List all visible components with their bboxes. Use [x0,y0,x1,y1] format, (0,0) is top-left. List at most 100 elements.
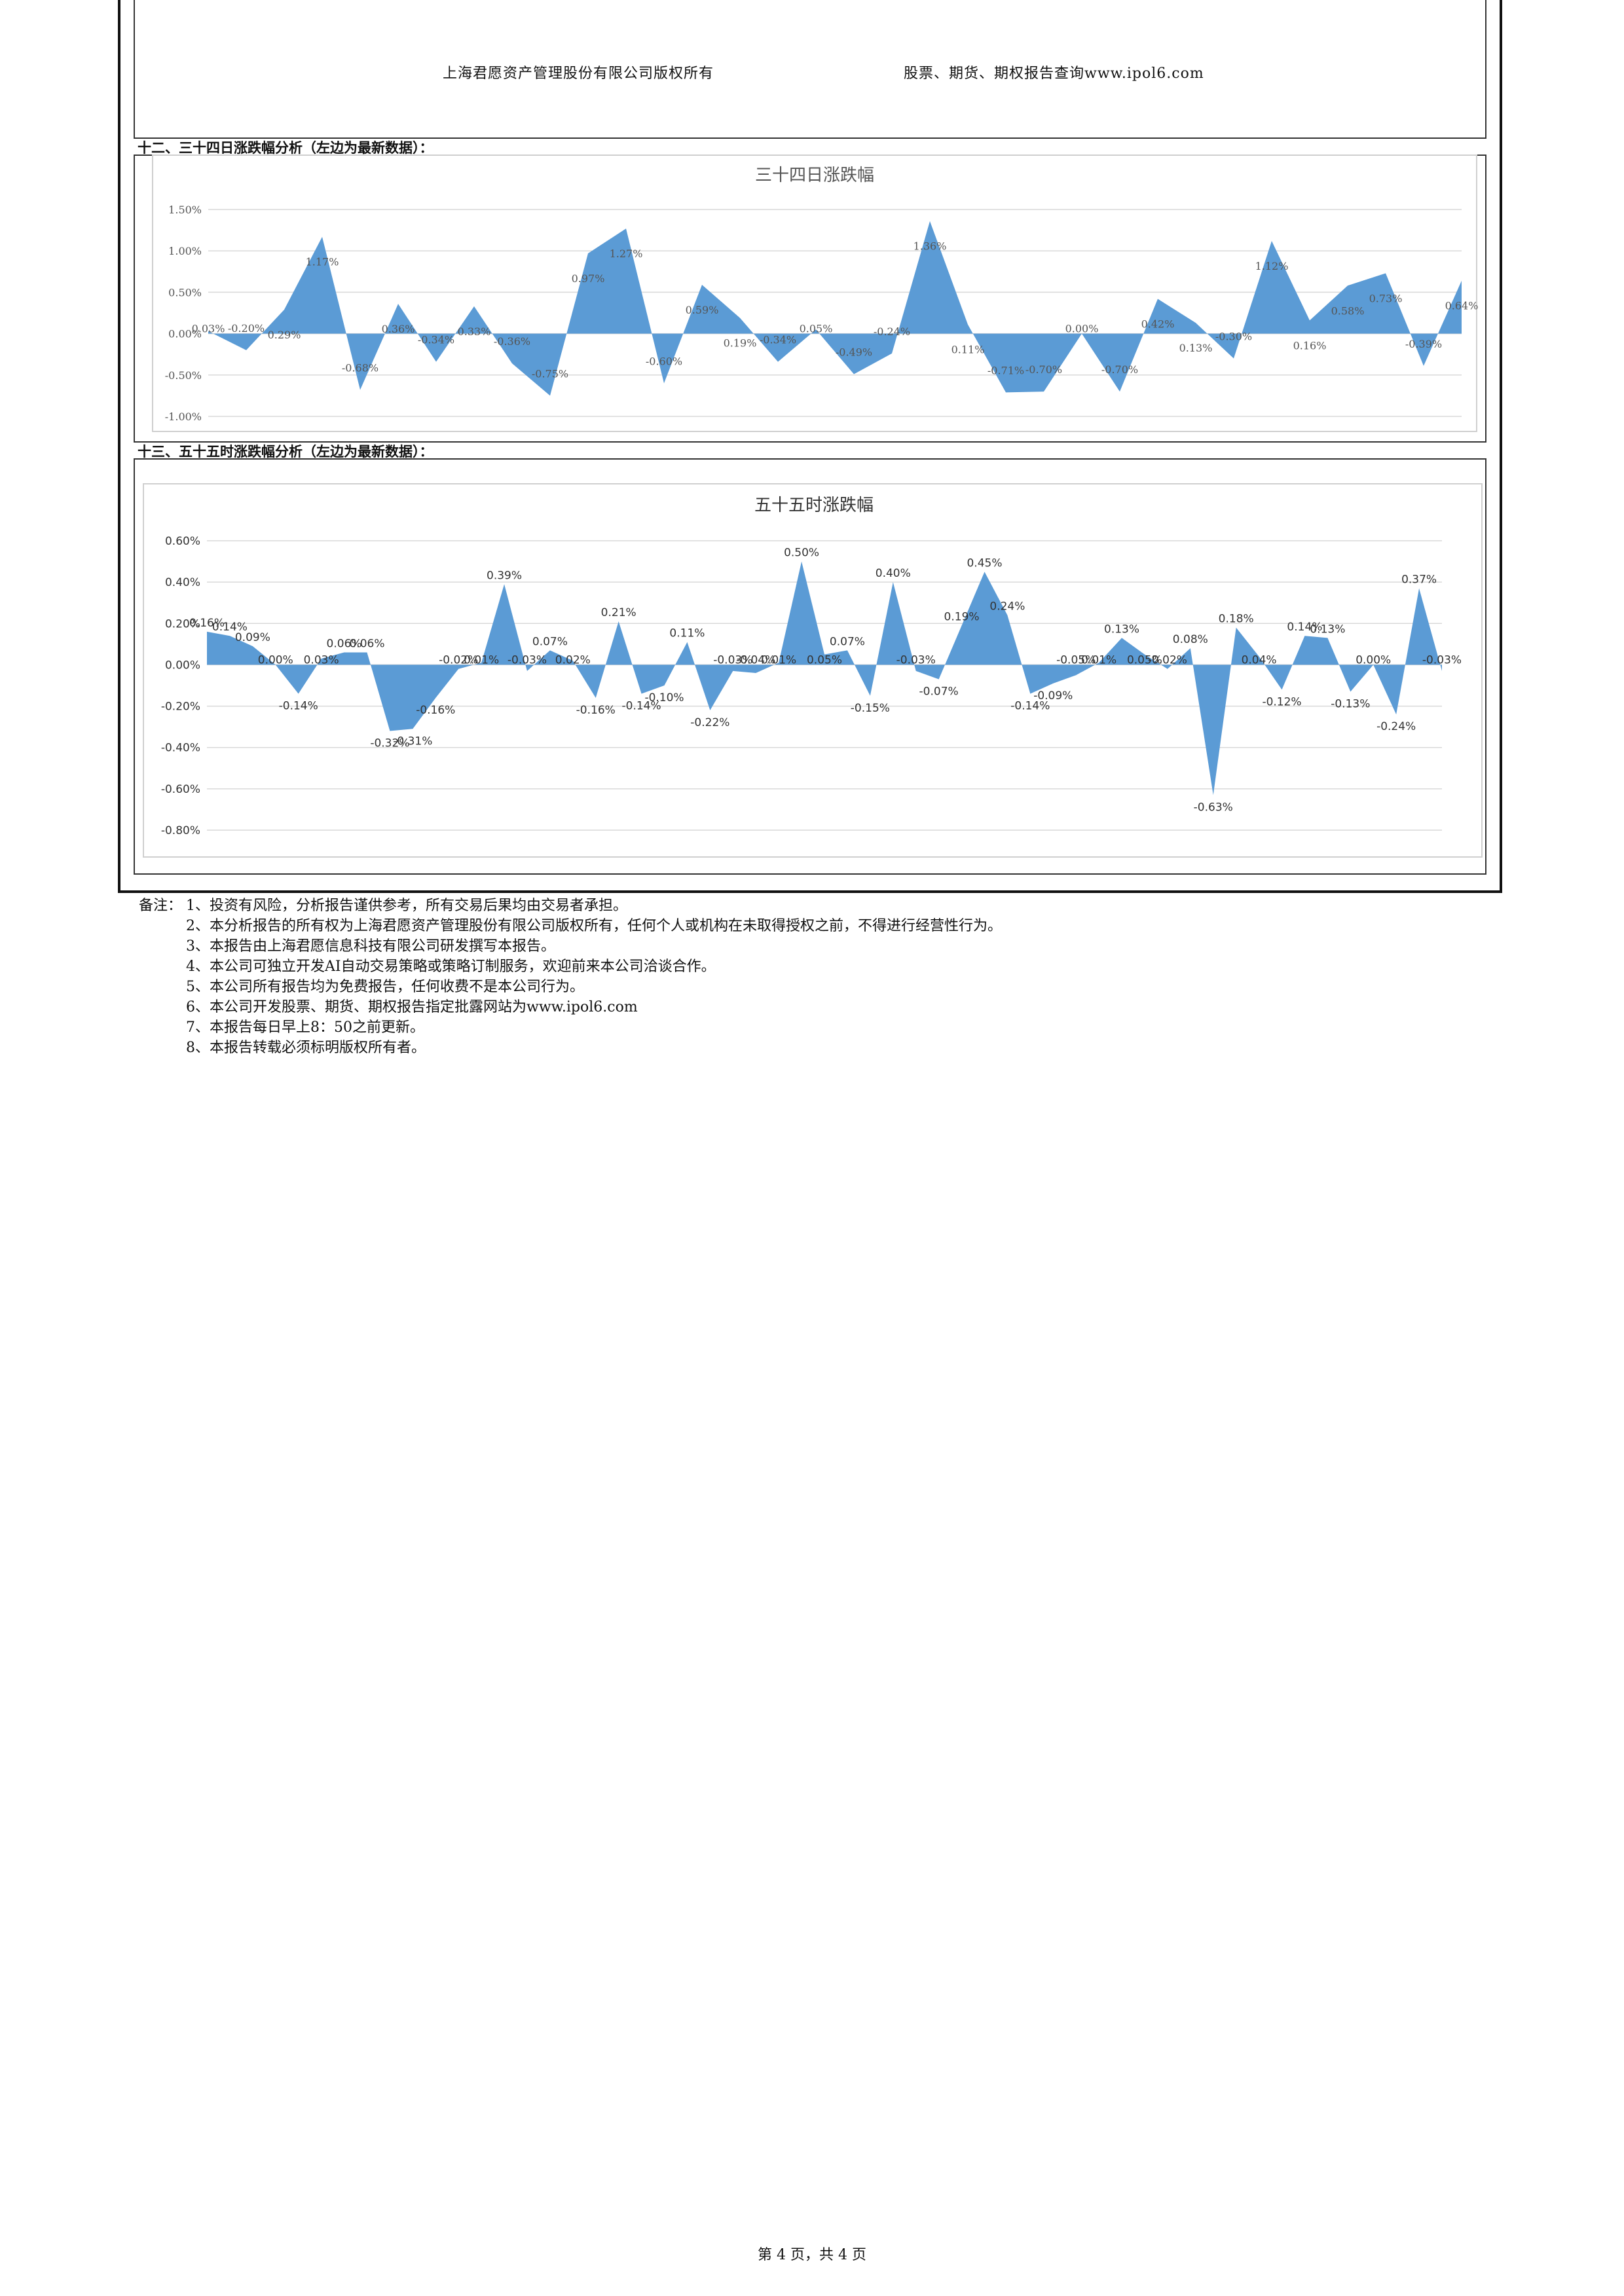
y-tick-label: -0.40% [161,742,200,755]
data-label: 0.37% [1401,574,1437,587]
data-label: -0.32% [370,737,409,750]
data-label: -0.14% [1010,700,1050,713]
chart-title: 三十四日涨跌幅 [755,166,874,185]
data-label: -0.02% [439,653,478,666]
data-label: 0.39% [487,569,522,582]
data-label: -0.34% [418,334,454,346]
note-item: 4、本公司可独立开发AI自动交易策略或策略订制服务，欢迎前来本公司洽谈合作。 [139,957,1002,977]
note-item: 8、本报告转载必须标明版权所有者。 [139,1038,1002,1058]
data-label: 0.11% [951,344,985,356]
data-label: 0.73% [1369,292,1403,304]
y-tick-label: -0.60% [161,783,200,796]
note-item: 7、本报告每日早上8：50之前更新。 [139,1017,1002,1038]
data-label: 0.01% [464,653,499,666]
data-label: 0.59% [686,304,719,316]
data-label: -0.09% [1033,689,1073,702]
data-label: -0.31% [393,735,432,748]
data-label: 0.05% [800,323,833,335]
data-label: -0.20% [228,322,265,335]
data-label: 0.07% [532,635,568,648]
y-tick-label: 0.00% [168,328,202,340]
data-label: -0.36% [494,335,530,348]
data-label: 0.19% [944,610,980,623]
data-label: -0.13% [1331,697,1370,710]
data-label: -0.03% [507,653,547,666]
section-title-34day: 十二、三十四日涨跌幅分析（左边为最新数据）： [134,137,1486,156]
data-label: 0.06% [327,637,362,650]
data-label: 0.42% [1141,318,1175,331]
y-tick-label: 1.00% [168,245,202,257]
note-item: 6、本公司开发股票、期货、期权报告指定批露网站为www.ipol6.com [139,997,1002,1017]
chart-34day-svg: 三十四日涨跌幅 1.50% 1.00% 0.50% 0.00% -0.50% -1.00% 0… [165,166,1479,423]
note-text: 7、本报告每日早上8：50之前更新。 [186,1019,424,1036]
data-label: 0.06% [349,637,384,650]
data-label: 0.03% [304,653,339,666]
data-label: 0.13% [1310,623,1345,636]
data-label: -0.10% [644,691,684,704]
data-label: -0.60% [646,355,682,367]
data-label: -0.03% [713,653,752,666]
note-text: 3、本报告由上海君愿信息科技有限公司研发撰写本报告。 [186,938,555,955]
data-label: 1.27% [610,247,643,260]
data-label: -0.39% [1405,338,1442,350]
data-label: 0.11% [669,627,705,640]
section-title-55hour: 十三、五十五时涨跌幅分析（左边为最新数据）： [134,441,1486,460]
data-label: 0.14% [212,621,248,634]
data-label: 1.36% [913,240,947,253]
note-text: 4、本公司可独立开发AI自动交易策略或策略订制服务，欢迎前来本公司洽谈合作。 [186,958,716,975]
notes-label: 备注： [139,898,183,914]
data-label: -0.71% [987,364,1024,376]
page-number: 第 4 页，共 4 页 [758,2247,866,2263]
data-label: 0.50% [784,547,819,560]
data-label: -0.49% [836,346,872,359]
data-label: 0.04% [1242,653,1277,666]
data-label: -0.05% [1056,653,1096,666]
data-label: -0.12% [1262,695,1301,708]
data-label: -0.68% [342,362,378,374]
data-label: 0.01% [1081,653,1116,666]
data-label: 0.29% [268,329,301,341]
data-label: -0.75% [532,367,568,380]
data-label: 0.33% [458,325,491,338]
note-text: 1、投资有风险，分析报告谨供参考，所有交易后果均由交易者承担。 [186,898,627,914]
data-label: -0.16% [416,704,455,717]
data-label: 0.00% [1065,323,1099,335]
data-label: 0.97% [572,272,605,285]
data-label: -0.70% [1101,363,1138,376]
note-text: 8、本报告转载必须标明版权所有者。 [186,1040,426,1056]
data-label: -0.16% [576,704,616,717]
y-tick-label: 0.40% [165,576,200,589]
data-label: -0.03% [1422,653,1462,666]
report-outer-frame [118,0,1502,893]
data-label: 0.19% [724,337,757,350]
data-label: 0.14% [1287,621,1322,634]
data-label: 0.02% [555,653,591,666]
y-tick-label: 0.50% [168,286,202,299]
data-label: 0.18% [1219,613,1254,626]
data-label: 0.09% [235,631,270,644]
chart-title: 五十五时涨跌幅 [754,496,874,515]
data-label: 0.24% [989,600,1025,613]
data-label: 0.58% [1331,304,1365,317]
data-label: 0.40% [876,567,911,580]
data-label: -0.24% [874,325,910,338]
header-copyright: 上海君愿资产管理股份有限公司版权所有 [443,65,714,82]
note-text: 2、本分析报告的所有权为上海君愿资产管理股份有限公司版权所有，任何个人或机构在未… [186,918,1003,934]
data-label: 0.45% [967,556,1002,570]
data-label: -0.22% [690,716,729,729]
data-label: -0.14% [279,700,318,713]
data-label: 1.12% [1255,260,1289,272]
data-label: -0.15% [851,702,890,715]
data-label: 0.13% [1179,342,1213,354]
note-text: 6、本公司开发股票、期货、期权报告指定批露网站为www.ipol6.com [186,999,638,1015]
data-label: -0.70% [1025,363,1062,376]
data-label: -0.07% [919,685,959,699]
note-item: 5、本公司所有报告均为免费报告，任何收费不是本公司行为。 [139,977,1002,997]
data-label: 0.00% [1356,653,1391,666]
data-label: 0.05% [1127,653,1162,666]
data-label: 0.21% [601,606,637,619]
data-label: -0.02% [1148,653,1187,666]
data-label: 0.01% [761,653,796,666]
note-item: 备注： 1、投资有风险，分析报告谨供参考，所有交易后果均由交易者承担。 [139,896,1002,916]
y-tick-label: 0.00% [165,659,200,672]
